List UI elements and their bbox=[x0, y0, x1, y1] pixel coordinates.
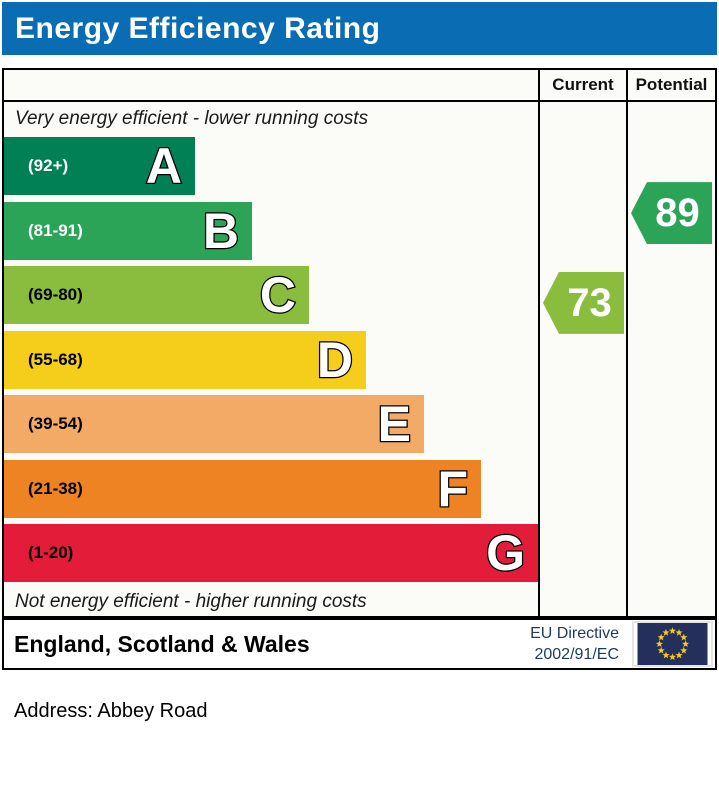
band-range-label: (1-20) bbox=[28, 543, 74, 562]
band-letter: C bbox=[259, 266, 298, 325]
eu-flag-icon bbox=[632, 621, 713, 667]
rating-band-g: (1-20) G bbox=[4, 524, 538, 582]
eu-directive-label: EU Directive 2002/91/EC bbox=[530, 623, 619, 665]
address-line: Address: Abbey Road bbox=[14, 700, 208, 722]
band-letter: D bbox=[316, 330, 355, 389]
rating-band-c: (69-80) C bbox=[4, 266, 309, 324]
potential-column-header: Potential bbox=[635, 75, 708, 94]
caption-bottom: Not energy efficient - higher running co… bbox=[15, 591, 367, 612]
band-range-label: (21-38) bbox=[28, 478, 83, 498]
potential-column-divider bbox=[626, 70, 628, 616]
eu-directive-line1: EU Directive bbox=[530, 625, 619, 642]
current-rating-value: 73 bbox=[567, 280, 612, 325]
rating-band-b: (81-91) B bbox=[4, 201, 252, 260]
band-range-label: (39-54) bbox=[28, 414, 83, 433]
band-range-label: (92+) bbox=[28, 156, 69, 175]
caption-top: Very energy efficient - lower running co… bbox=[15, 108, 369, 129]
band-range-label: (69-80) bbox=[28, 285, 83, 304]
epc-chart: Current Potential Very energy efficient … bbox=[2, 68, 717, 618]
chart-header-row: Current Potential bbox=[4, 70, 715, 102]
page-title: Energy Efficiency Rating bbox=[15, 12, 381, 45]
region-label: England, Scotland & Wales bbox=[14, 631, 310, 657]
rating-band-f: (21-38) F bbox=[4, 459, 481, 518]
current-column-divider bbox=[538, 70, 540, 616]
band-letter: F bbox=[436, 459, 469, 518]
title-bar: Energy Efficiency Rating bbox=[2, 2, 717, 55]
current-rating-arrow: 73 bbox=[543, 271, 624, 334]
band-letter: A bbox=[145, 137, 184, 196]
rating-band-d: (55-68) D bbox=[4, 330, 366, 389]
rating-band-a: (92+) A bbox=[4, 137, 195, 195]
current-column-header: Current bbox=[552, 75, 614, 94]
footer: England, Scotland & Wales EU Directive 2… bbox=[2, 618, 717, 670]
rating-band-e: (39-54) E bbox=[4, 395, 424, 453]
potential-rating-value: 89 bbox=[655, 191, 700, 236]
band-letter: E bbox=[376, 395, 412, 454]
band-letter: G bbox=[485, 524, 526, 583]
band-range-label: (55-68) bbox=[28, 349, 83, 369]
band-letter: B bbox=[202, 201, 241, 260]
potential-rating-arrow: 89 bbox=[631, 182, 712, 245]
band-range-label: (81-91) bbox=[28, 220, 83, 240]
eu-directive-line2: 2002/91/EC bbox=[534, 646, 619, 663]
